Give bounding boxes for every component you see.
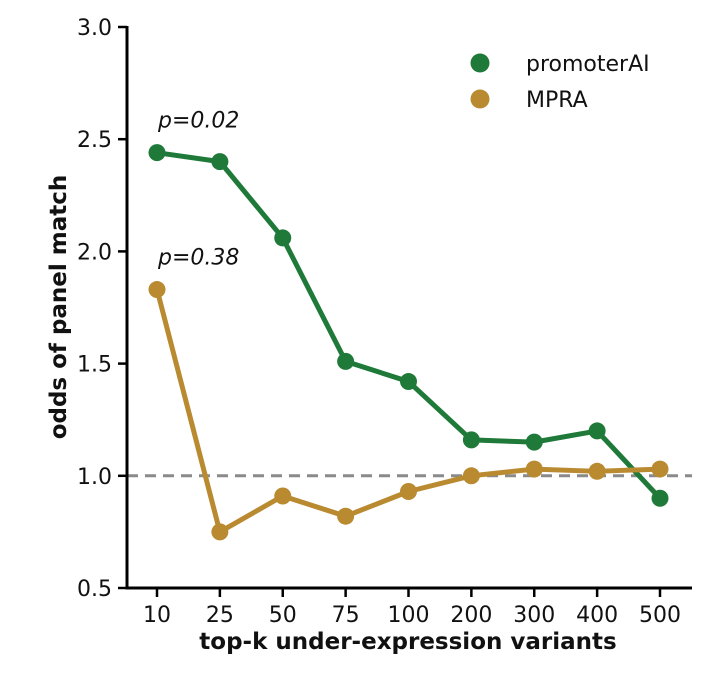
data-point-MPRA	[525, 460, 543, 478]
data-point-MPRA	[462, 467, 480, 485]
x-tick-label: 75	[332, 603, 360, 628]
x-tick-label: 25	[206, 603, 234, 628]
x-axis-title: top-k under-expression variants	[199, 629, 616, 655]
data-point-promoterAI	[462, 431, 480, 449]
y-tick-label: 3.0	[77, 16, 112, 41]
p-value-annotation: p=0.02	[157, 109, 239, 134]
x-tick-label: 10	[143, 603, 171, 628]
y-tick-label: 1.0	[77, 465, 112, 490]
data-point-promoterAI	[588, 422, 606, 440]
legend-marker	[470, 53, 490, 73]
data-point-MPRA	[211, 523, 229, 541]
data-point-promoterAI	[337, 352, 355, 370]
y-tick-label: 2.0	[77, 240, 112, 265]
legend-marker	[470, 89, 490, 109]
y-axis-title: odds of panel match	[46, 175, 72, 440]
series-line-promoterAI	[154, 150, 663, 501]
legend-label: promoterAI	[526, 52, 650, 77]
data-point-promoterAI	[274, 229, 292, 247]
legend-label: MPRA	[526, 88, 588, 113]
y-tick-label: 1.5	[77, 353, 112, 378]
data-point-MPRA	[400, 483, 417, 501]
x-tick-label: 300	[513, 603, 555, 628]
x-tick-label: 50	[269, 603, 297, 628]
y-tick-label: 0.5	[77, 577, 112, 602]
data-point-promoterAI	[211, 153, 229, 171]
data-point-MPRA	[337, 507, 355, 525]
data-point-MPRA	[588, 462, 606, 480]
legend: promoterAI MPRA	[470, 52, 650, 113]
data-point-promoterAI	[525, 433, 543, 451]
p-value-annotation: p=0.38	[157, 246, 239, 271]
data-point-promoterAI	[651, 489, 669, 507]
data-point-MPRA	[148, 281, 166, 299]
axes: 0.5 1.0 1.5 2.0 2.5 3.0 10 25 50 75 100 200 300 400 50…	[77, 16, 692, 628]
x-tick-label: 400	[576, 603, 618, 628]
data-point-promoterAI	[148, 144, 166, 162]
plot-area: p=0.02 p=0.38	[127, 109, 692, 541]
y-tick-label: 2.5	[77, 128, 112, 153]
x-tick-label: 200	[450, 603, 492, 628]
data-point-promoterAI	[400, 373, 417, 391]
data-point-MPRA	[651, 460, 669, 478]
x-tick-label: 100	[388, 603, 430, 628]
data-point-MPRA	[274, 487, 292, 505]
x-tick-label: 500	[639, 603, 681, 628]
